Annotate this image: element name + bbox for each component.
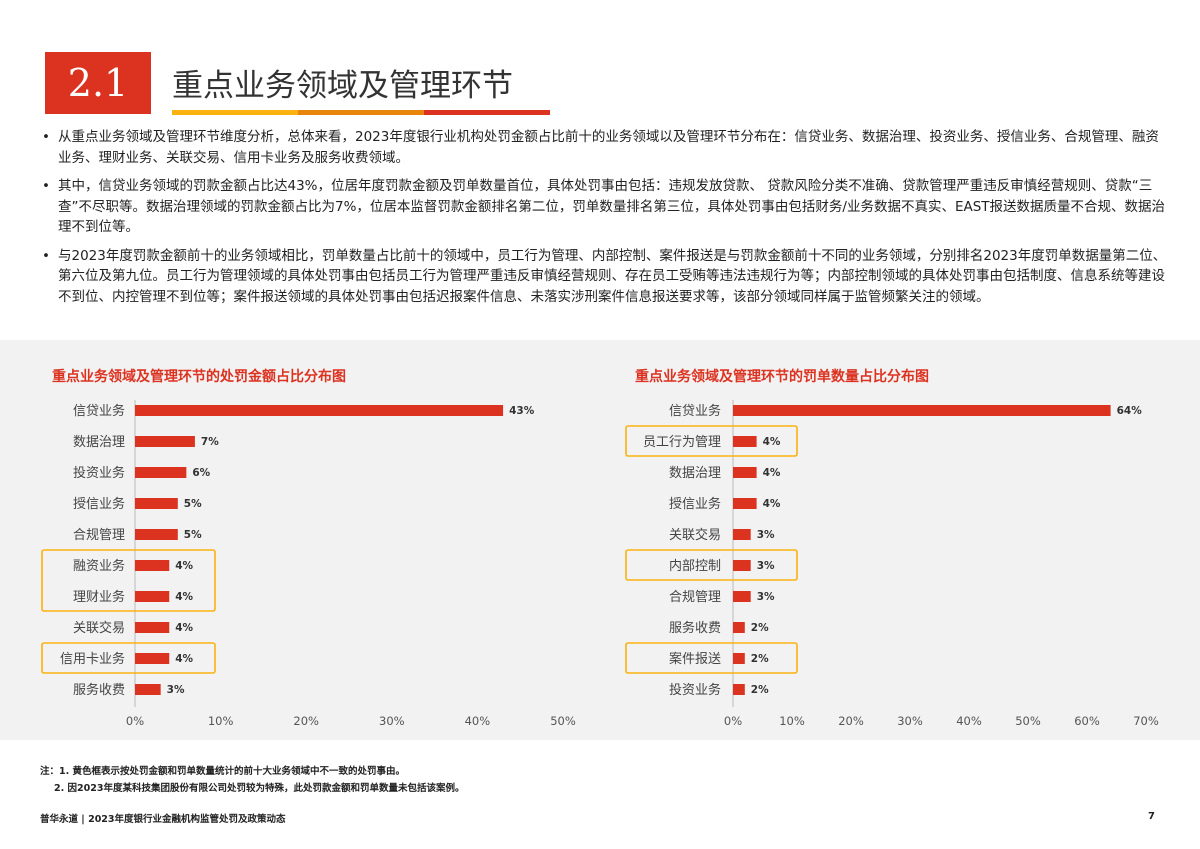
bar <box>733 498 757 509</box>
category-label: 合规管理 <box>669 590 721 605</box>
category-label: 内部控制 <box>669 558 721 574</box>
category-label: 关联交易 <box>669 527 721 543</box>
data-label: 5% <box>184 498 202 510</box>
bar <box>135 591 170 602</box>
category-label: 信贷业务 <box>669 403 721 419</box>
data-label: 2% <box>751 622 769 634</box>
highlight-box <box>625 549 798 581</box>
data-label: 4% <box>763 436 781 448</box>
data-label: 4% <box>175 591 193 603</box>
x-tick-label: 20% <box>838 714 864 728</box>
note-2: 2. 因2023年度某科技集团股份有限公司处罚较为特殊，此处罚款金额和罚单数量未… <box>54 783 465 794</box>
highlight-box <box>625 642 798 674</box>
data-label: 3% <box>757 560 775 572</box>
category-label: 合规管理 <box>73 528 125 543</box>
bar <box>135 529 178 540</box>
category-label: 授信业务 <box>73 496 125 512</box>
bar <box>135 498 178 509</box>
chart-title: 重点业务领域及管理环节的处罚金额占比分布图 <box>52 368 346 385</box>
bar <box>733 405 1111 416</box>
data-label: 4% <box>763 498 781 510</box>
data-label: 3% <box>757 591 775 603</box>
category-label: 服务收费 <box>669 620 721 636</box>
bar <box>733 467 757 478</box>
category-label: 员工行为管理 <box>643 435 721 450</box>
section-number: 2.1 <box>45 52 151 114</box>
x-tick-label: 0% <box>724 714 742 728</box>
notes: 注：1. 黄色框表示按处罚金额和罚单数量统计的前十大业务领域中不一致的处罚事由。… <box>40 763 464 797</box>
title-underline-orange <box>298 110 424 115</box>
bullet-list: 从重点业务领域及管理环节维度分析，总体来看，2023年度银行业机构处罚金额占比前… <box>40 127 1170 315</box>
bar <box>135 436 195 447</box>
category-label: 数据治理 <box>73 435 125 450</box>
page-title: 重点业务领域及管理环节 <box>172 68 513 104</box>
chart-title: 重点业务领域及管理环节的罚单数量占比分布图 <box>635 368 929 385</box>
bar <box>135 653 170 664</box>
category-label: 投资业务 <box>669 682 721 698</box>
x-tick-label: 50% <box>550 714 576 728</box>
data-label: 4% <box>175 560 193 572</box>
title-underline-yellow <box>172 110 298 115</box>
x-tick-label: 70% <box>1133 714 1159 728</box>
bullet-item: 从重点业务领域及管理环节维度分析，总体来看，2023年度银行业机构处罚金额占比前… <box>40 127 1170 168</box>
category-label: 数据治理 <box>669 466 721 481</box>
bar <box>733 560 751 571</box>
x-tick-label: 10% <box>779 714 805 728</box>
category-label: 信用卡业务 <box>60 651 125 667</box>
data-label: 2% <box>751 653 769 665</box>
bar <box>135 684 161 695</box>
category-label: 案件报送 <box>669 652 721 667</box>
category-label: 投资业务 <box>73 465 125 481</box>
note-1: 注：1. 黄色框表示按处罚金额和罚单数量统计的前十大业务领域中不一致的处罚事由。 <box>40 766 406 777</box>
bar <box>733 591 751 602</box>
data-label: 4% <box>763 467 781 479</box>
footer: 普华永道 | 2023年度银行业金融机构监管处罚及政策动态 <box>40 814 286 825</box>
x-tick-label: 30% <box>379 714 405 728</box>
bar <box>733 529 751 540</box>
bar <box>733 622 745 633</box>
data-label: 7% <box>201 436 219 448</box>
data-label: 2% <box>751 684 769 696</box>
highlight-box <box>41 549 216 612</box>
x-tick-label: 50% <box>1015 714 1041 728</box>
category-label: 关联交易 <box>73 620 125 636</box>
category-label: 信贷业务 <box>73 403 125 419</box>
x-tick-label: 60% <box>1074 714 1100 728</box>
bar <box>733 653 745 664</box>
bar <box>135 467 187 478</box>
highlight-box <box>41 642 216 674</box>
x-tick-label: 0% <box>126 714 144 728</box>
data-label: 3% <box>167 684 185 696</box>
category-label: 授信业务 <box>669 496 721 512</box>
bar <box>135 560 170 571</box>
data-label: 43% <box>509 405 535 417</box>
data-label: 3% <box>757 529 775 541</box>
x-tick-label: 30% <box>897 714 923 728</box>
bar <box>135 622 170 633</box>
data-label: 4% <box>175 653 193 665</box>
title-underline-red <box>424 110 550 115</box>
category-label: 服务收费 <box>73 682 125 698</box>
bar <box>733 436 757 447</box>
data-label: 5% <box>184 529 202 541</box>
highlight-box <box>625 425 798 457</box>
x-tick-label: 40% <box>465 714 491 728</box>
bullet-item: 与2023年度罚款金额前十的业务领域相比，罚单数量占比前十的领域中，员工行为管理… <box>40 246 1170 308</box>
data-label: 4% <box>175 622 193 634</box>
data-label: 6% <box>192 467 210 479</box>
bar <box>733 684 745 695</box>
data-label: 64% <box>1117 405 1143 417</box>
bar <box>135 405 504 416</box>
category-label: 融资业务 <box>73 558 125 574</box>
bullet-item: 其中，信贷业务领域的罚款金额占比达43%，位居年度罚款金额及罚单数量首位，具体处… <box>40 176 1170 238</box>
page-number: 7 <box>1148 811 1155 822</box>
x-tick-label: 40% <box>956 714 982 728</box>
category-label: 理财业务 <box>73 589 125 605</box>
x-tick-label: 20% <box>293 714 319 728</box>
x-tick-label: 10% <box>208 714 234 728</box>
